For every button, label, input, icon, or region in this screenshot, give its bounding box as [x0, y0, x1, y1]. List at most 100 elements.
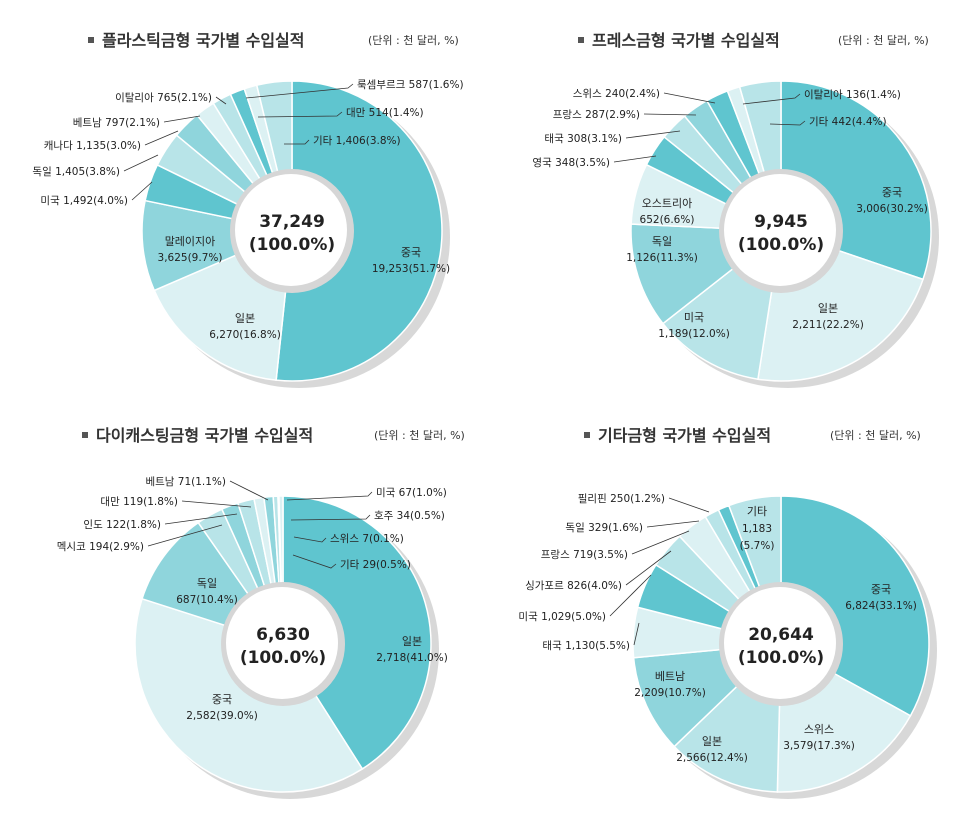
chart-title: 프레스금형 국가별 수입실적: [578, 27, 780, 51]
pie-slice-말레이지아: [141, 199, 295, 292]
leader-line-미국: [286, 491, 373, 501]
chart-panel-diecasting: 다이캐스팅금형 국가별 수입실적 (단위 : 천 달러, %) 6,630 (10…: [0, 415, 486, 831]
donut-hole: [226, 587, 338, 699]
slice-name-베트남: 베트남: [655, 670, 685, 683]
slice-label-프랑스: 프랑스 719(3.5%): [541, 549, 628, 561]
slice-label-베트남: 베트남 797(2.1%): [73, 117, 160, 129]
slice-name-일본: 일본: [702, 734, 722, 748]
donut-hole: [724, 587, 836, 699]
leader-line-베트남: [229, 480, 269, 501]
donut-hole: [235, 174, 347, 286]
slice-name-미국: 미국: [684, 311, 704, 324]
chart-title: 플라스틱금형 국가별 수입실적: [88, 27, 305, 51]
slice-label-호주: 호주 34(0.5%): [374, 510, 445, 522]
slice-name-일본: 일본: [818, 301, 838, 315]
slice-label-룩셈부르크: 룩셈부르크 587(1.6%): [357, 79, 464, 91]
total-percent: (100.0%): [738, 235, 824, 255]
total-percent: (100.0%): [240, 648, 326, 668]
slice-label-필리핀: 필리핀 250(1.2%): [578, 493, 665, 505]
slice-label-이탈리아: 이탈리아 765(2.1%): [115, 91, 212, 104]
slice-value-기타: 1,183: [742, 523, 772, 535]
leader-line-스위스: [663, 92, 716, 104]
pie-chart-other: 20,644 (100.0%) 중국 6,824(33.1%) 스위스 3,579(17.…: [518, 493, 937, 799]
bullet-icon: [584, 431, 590, 438]
slice-value-스위스: 3,579(17.3%): [783, 740, 855, 752]
slice-label-대만: 대만 514(1.4%): [346, 107, 424, 119]
leader-line-캐나다: [144, 130, 179, 146]
unit-label: (단위 : 천 달러, %): [830, 429, 921, 442]
unit-label: (단위 : 천 달러, %): [368, 34, 459, 47]
slice-value-일본: 6,270(16.8%): [209, 329, 281, 341]
total-percent: (100.0%): [249, 235, 335, 255]
leader-line-기타: [284, 139, 310, 145]
leader-line-영국: [613, 155, 657, 163]
slice-label-독일: 독일 1,405(3.8%): [32, 165, 120, 178]
leader-line-프랑스: [631, 530, 690, 555]
slice-label-캐나다: 캐나다 1,135(3.0%): [44, 140, 141, 152]
slice-value-중국: 19,253(51.7%): [372, 263, 450, 275]
slice-value-일본: 2,211(22.2%): [792, 319, 864, 331]
leader-line-독일: [123, 154, 159, 172]
leader-line-기타: [292, 554, 337, 569]
leader-line-대만: [181, 500, 252, 508]
slice-value-중국: 2,582(39.0%): [186, 710, 258, 722]
slice-name-중국: 중국: [401, 246, 421, 259]
slice-name-오스트리아: 오스트리아: [642, 197, 693, 210]
slice-label-멕시코: 멕시코 194(2.9%): [57, 541, 144, 553]
slice-label-스위스: 스위스 7(0.1%): [330, 532, 404, 545]
slice-name-중국: 중국: [871, 583, 891, 596]
leader-line-태국: [625, 130, 681, 139]
slice-name-기타: 기타: [747, 505, 767, 518]
slice-name-일본: 일본: [235, 311, 255, 325]
leader-line-베트남: [163, 115, 201, 123]
leader-line-호주: [290, 514, 371, 521]
slice-label-스위스: 스위스 240(2.4%): [573, 87, 660, 100]
slice-value-일본: 2,566(12.4%): [676, 752, 748, 764]
leader-line-이탈리아: [742, 93, 801, 105]
slice-name-중국: 중국: [212, 693, 232, 706]
chart-panel-plastic: 플라스틱금형 국가별 수입실적 (단위 : 천 달러, %) 37,249 (10…: [0, 0, 486, 415]
slice-label-미국: 미국 1,029(5.0%): [518, 611, 606, 623]
slice-label-인도: 인도 122(1.8%): [83, 519, 161, 531]
leader-line-대만: [257, 111, 343, 118]
bullet-icon: [88, 36, 94, 43]
total-value: 37,249: [259, 212, 325, 232]
slice-label-기타: 기타 29(0.5%): [340, 559, 411, 571]
unit-label: (단위 : 천 달러, %): [374, 429, 465, 442]
leader-line-인도: [164, 513, 238, 525]
slice-value-중국: 6,824(33.1%): [845, 600, 917, 612]
slice-label-이탈리아: 이탈리아 136(1.4%): [804, 88, 901, 101]
slice-value-말레이지아: 3,625(9.7%): [158, 252, 223, 264]
slice-value-일본: 2,718(41.0%): [376, 652, 448, 664]
slice-label-독일: 독일 329(1.6%): [565, 521, 643, 534]
pie-chart-press: 9,945 (100.0%) 중국 3,006(30.2%) 일본 2,211(22.2%…: [532, 80, 939, 388]
slice-value-미국: 1,189(12.0%): [658, 328, 730, 340]
slice-name-말레이지아: 말레이지아: [165, 235, 216, 248]
slice-name-중국: 중국: [882, 186, 902, 199]
leader-line-미국: [131, 181, 153, 201]
slice-name-독일: 독일: [652, 234, 672, 248]
leader-line-프랑스: [643, 113, 697, 116]
pie-slice-중국: [275, 80, 443, 382]
leader-line-독일: [646, 520, 700, 528]
slice-value-오스트리아: 652(6.6%): [640, 214, 695, 226]
leader-line-태국: [633, 622, 640, 646]
slice-name-독일: 독일: [197, 576, 217, 590]
leader-line-룩셈부르크: [245, 83, 354, 99]
slice-label-기타: 기타 1,406(3.8%): [313, 135, 401, 147]
slice-label-싱가포르: 싱가포르 826(4.0%): [525, 580, 622, 592]
leader-line-기타: [769, 120, 806, 126]
bullet-icon: [578, 36, 584, 43]
leader-line-필리핀: [668, 497, 710, 513]
total-value: 20,644: [748, 625, 814, 645]
pie-chart-plastic: 37,249 (100.0%) 중국 19,253(51.7%) 일본 6,270(16.…: [32, 79, 464, 388]
slice-label-미국: 미국 1,492(4.0%): [40, 195, 128, 207]
slice-label-미국: 미국 67(1.0%): [376, 487, 447, 499]
slice-label-태국: 태국 308(3.1%): [544, 133, 622, 145]
leader-line-스위스: [293, 536, 327, 543]
slice-name-일본: 일본: [402, 634, 422, 648]
total-value: 6,630: [256, 625, 310, 645]
slice-label-대만: 대만 119(1.8%): [100, 496, 178, 508]
slice-label-베트남: 베트남 71(1.1%): [145, 476, 226, 488]
chart-title: 기타금형 국가별 수입실적: [584, 422, 771, 446]
